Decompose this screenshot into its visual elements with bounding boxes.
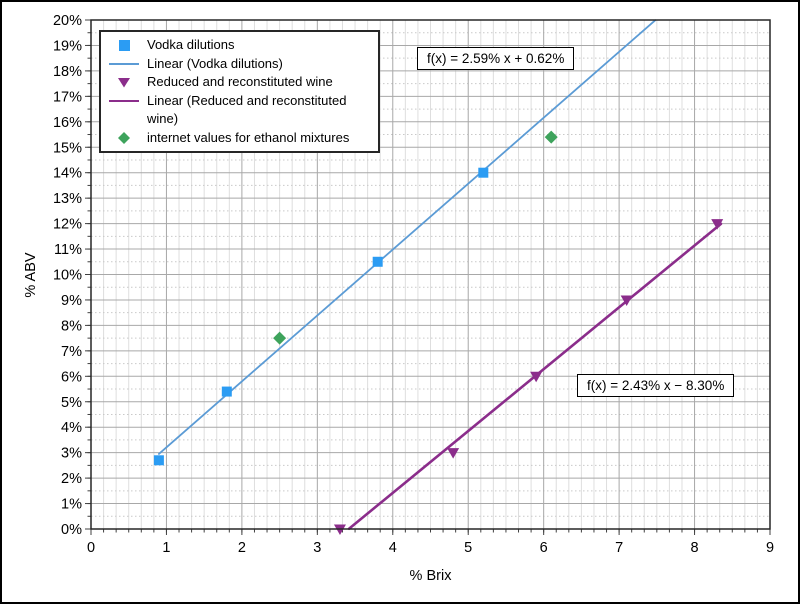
data-point-marker — [372, 256, 383, 267]
data-point-marker — [530, 371, 543, 383]
legend-item-label: Linear (Vodka dilutions) — [147, 55, 283, 71]
x-tick-label: 1 — [162, 540, 170, 556]
y-axis-title: % ABV — [23, 252, 39, 298]
data-point-marker — [273, 331, 287, 345]
y-tick-label: 20% — [53, 13, 82, 29]
x-tick-label: 2 — [238, 540, 246, 556]
y-tick-label: 15% — [53, 140, 82, 156]
y-tick-label: 11% — [54, 242, 82, 258]
y-tick-label: 13% — [53, 191, 82, 207]
series-trendline — [157, 19, 657, 455]
y-tick-label: 4% — [61, 420, 82, 436]
y-tick-label: 16% — [53, 115, 82, 131]
legend-item-internet-values[interactable]: internet values for ethanol mixtures — [101, 129, 376, 148]
x-tick-label: 7 — [615, 540, 623, 556]
y-tick-label: 3% — [61, 446, 82, 462]
legend-item-linear-wine[interactable]: Linear (Reduced and reconstituted wine) — [101, 92, 376, 129]
legend-item-label: internet values for ethanol mixtures — [147, 129, 350, 145]
legend-marker-diamond-icon — [107, 129, 141, 148]
legend-item-label: Linear (Reduced and reconstituted wine) — [147, 92, 347, 127]
data-point-marker — [221, 386, 232, 397]
x-axis-title: % Brix — [409, 568, 452, 584]
y-tick-label: 19% — [53, 38, 82, 54]
x-tick-label: 0 — [87, 540, 95, 556]
y-tick-label: 14% — [53, 166, 82, 182]
y-tick-label: 12% — [53, 217, 82, 233]
y-tick-label: 9% — [61, 293, 82, 309]
x-tick-label: 4 — [389, 540, 397, 556]
legend-item-vodka-dilutions[interactable]: Vodka dilutions — [101, 36, 376, 55]
data-point-marker — [447, 448, 460, 459]
y-tick-label: 10% — [53, 268, 82, 284]
data-point-marker — [620, 295, 633, 306]
legend-item-label: Reduced and reconstituted wine — [147, 74, 333, 89]
x-tick-label: 8 — [691, 540, 699, 556]
legend-marker-line-icon — [107, 92, 141, 111]
chart-legend[interactable]: Vodka dilutions Linear (Vodka dilutions)… — [99, 30, 380, 153]
y-tick-label: 5% — [61, 395, 82, 411]
legend-marker-triangle-down-icon — [107, 73, 141, 92]
y-tick-label: 17% — [53, 89, 82, 105]
y-tick-label: 7% — [61, 344, 82, 360]
legend-item-linear-vodka[interactable]: Linear (Vodka dilutions) — [101, 55, 376, 74]
data-point-marker — [544, 130, 558, 144]
y-tick-label: 8% — [61, 318, 82, 334]
legend-item-wine[interactable]: Reduced and reconstituted wine — [101, 73, 376, 92]
y-tick-label: 18% — [53, 64, 82, 80]
trendline-equation-wine[interactable]: f(x) = 2.43% x − 8.30% — [577, 374, 735, 397]
y-tick-label: 2% — [61, 471, 82, 487]
data-point-marker — [153, 455, 164, 466]
legend-item-label: Vodka dilutions — [147, 37, 235, 52]
data-point-marker — [711, 219, 724, 230]
y-tick-label: 0% — [61, 522, 82, 538]
legend-marker-square-icon — [107, 36, 141, 55]
data-point-marker — [478, 167, 489, 178]
legend-marker-line-icon — [107, 55, 141, 74]
x-tick-label: 3 — [313, 540, 321, 556]
x-tick-label: 9 — [766, 540, 774, 556]
trendline-equation-vodka[interactable]: f(x) = 2.59% x + 0.62% — [417, 47, 575, 70]
y-tick-label: 6% — [61, 369, 82, 385]
y-tick-label: 1% — [61, 497, 82, 513]
x-tick-label: 6 — [540, 540, 548, 556]
x-tick-label: 5 — [464, 540, 472, 556]
plot-area-border — [90, 19, 771, 530]
